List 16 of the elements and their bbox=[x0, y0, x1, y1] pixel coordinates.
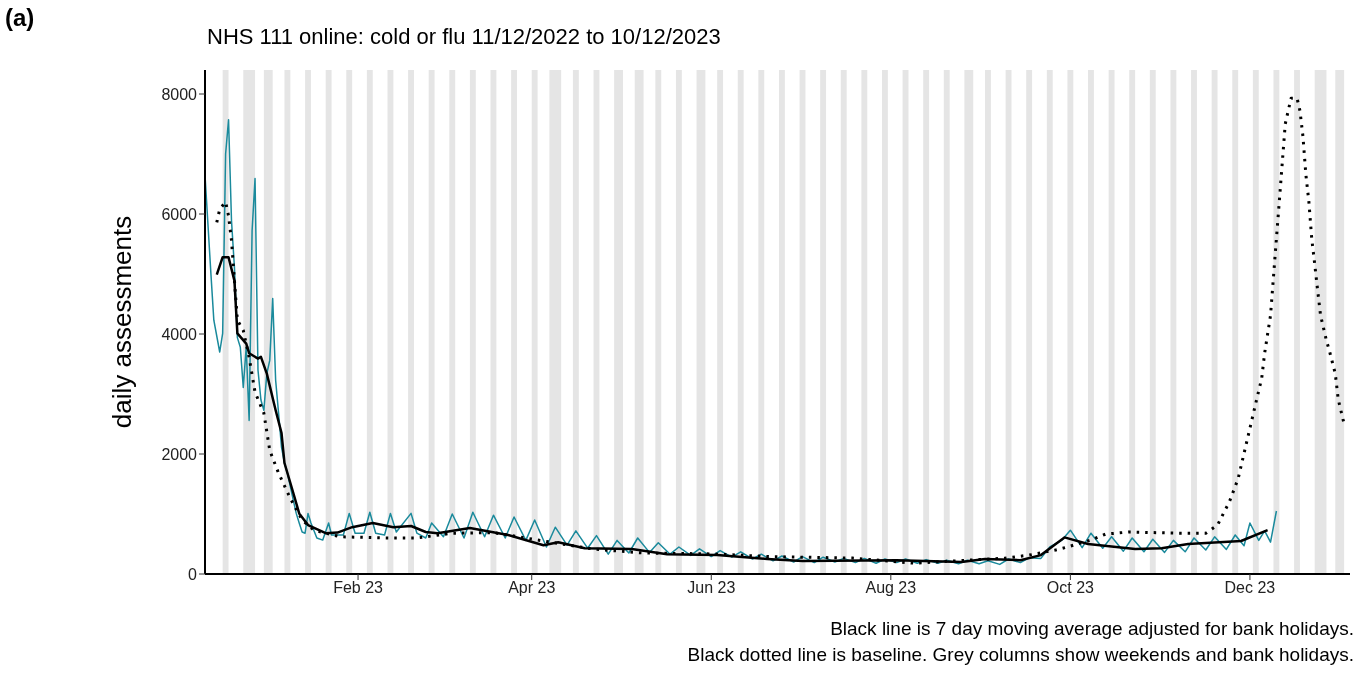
x-tick-label: Feb 23 bbox=[333, 579, 384, 597]
x-tick-label: Oct 23 bbox=[1046, 579, 1095, 597]
text: Black dotted line is baseline. Grey columns show weekends and bank holidays. bbox=[686, 643, 1354, 667]
y-axis-title: daily assessments bbox=[107, 215, 137, 429]
text: Black line is 7 day moving average adjusted for bank holidays. bbox=[829, 617, 1354, 641]
x-tick-label: Dec 23 bbox=[1224, 579, 1276, 597]
y-tick-label: 2000 bbox=[161, 445, 198, 463]
y-tick-label: 6000 bbox=[161, 205, 198, 223]
y-tick-label: 4000 bbox=[161, 325, 198, 343]
y-tick-label: 8000 bbox=[161, 85, 198, 103]
chart-title: NHS 111 online: cold or flu 11/12/2022 to 10/12/2023 bbox=[207, 24, 721, 50]
x-tick-label: Jun 23 bbox=[687, 579, 736, 597]
x-tick-label: Apr 23 bbox=[508, 579, 556, 597]
x-tick-label: Aug 23 bbox=[865, 579, 917, 597]
text: (a) bbox=[5, 4, 35, 32]
y-tick-label: 0 bbox=[188, 565, 198, 583]
